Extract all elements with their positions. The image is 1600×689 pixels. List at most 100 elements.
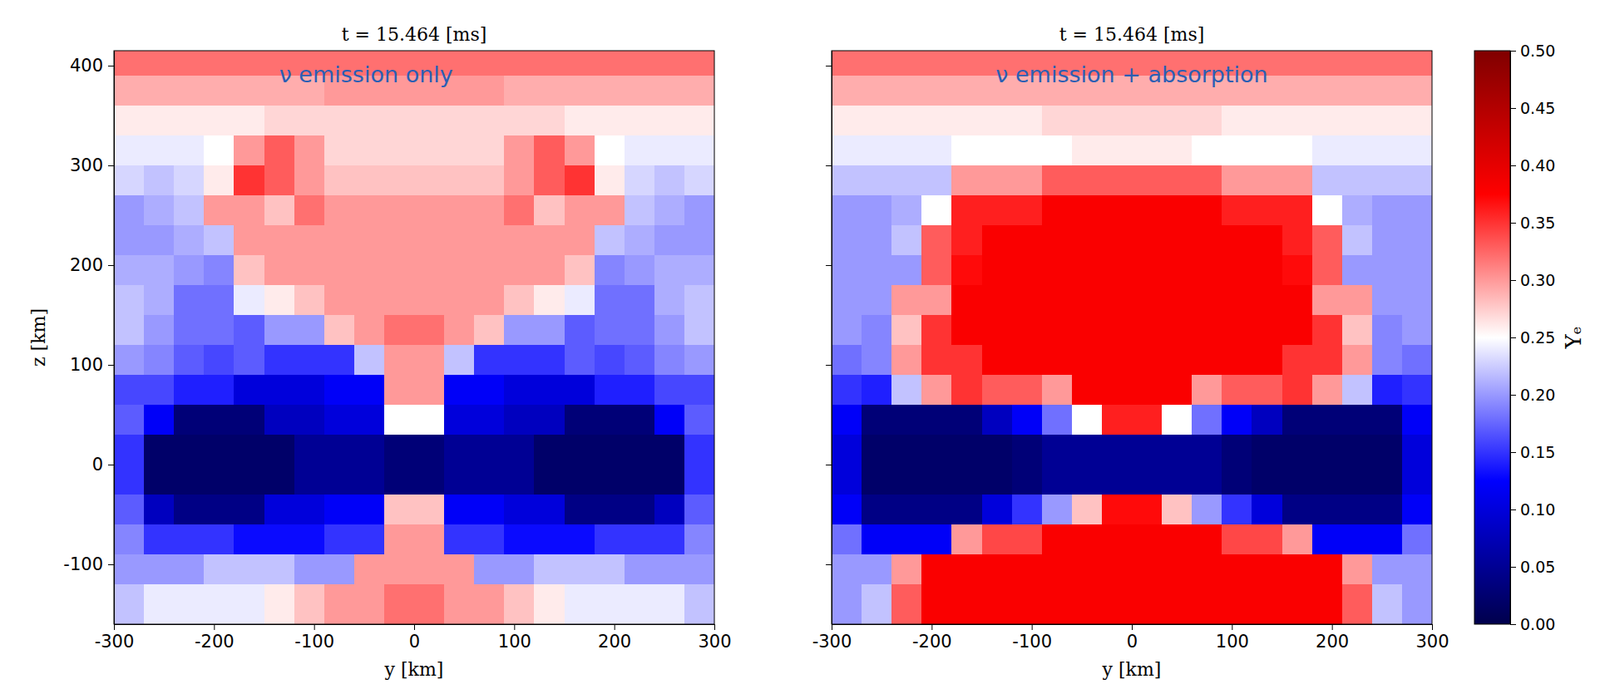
cell	[684, 375, 715, 406]
cell	[654, 524, 686, 556]
cell	[1342, 165, 1373, 197]
cell	[173, 225, 205, 257]
cell	[324, 225, 356, 257]
cell	[233, 285, 265, 317]
cell	[444, 614, 475, 625]
cell	[1071, 494, 1103, 526]
cell	[1101, 255, 1133, 287]
title: t = 15.464 [ms]	[1059, 24, 1205, 45]
cell	[1402, 75, 1433, 107]
cell	[444, 584, 475, 616]
cell	[861, 165, 893, 197]
cell	[684, 464, 715, 496]
cell	[564, 225, 596, 257]
cell	[1071, 524, 1103, 556]
cell	[203, 434, 235, 466]
cell	[654, 404, 686, 436]
cell	[861, 195, 893, 227]
cell	[1251, 404, 1283, 436]
cell	[474, 105, 505, 137]
cell	[1161, 285, 1193, 317]
cell	[684, 135, 715, 167]
tick	[825, 564, 832, 566]
cell	[474, 464, 505, 496]
cell	[1342, 195, 1373, 227]
cell	[654, 614, 686, 625]
cell	[533, 554, 565, 586]
cell	[533, 464, 565, 496]
tick-label: 0.15	[1520, 443, 1556, 462]
cell	[654, 165, 686, 197]
cell	[474, 75, 505, 107]
tick: 100	[1215, 624, 1250, 652]
cell	[1402, 105, 1433, 137]
cell	[294, 195, 326, 227]
cell	[384, 195, 415, 227]
cell	[594, 345, 626, 376]
cell	[533, 614, 565, 625]
tick-mark	[1510, 395, 1517, 396]
cell	[861, 225, 893, 257]
cell	[594, 494, 626, 526]
cell	[831, 494, 863, 526]
cell	[1131, 434, 1163, 466]
cell	[173, 404, 205, 436]
cell	[1012, 554, 1043, 586]
cell	[1402, 50, 1433, 77]
cell	[861, 315, 893, 346]
cell	[1071, 105, 1103, 137]
tick-mark	[1510, 567, 1517, 568]
cell	[654, 195, 686, 227]
cell	[503, 494, 535, 526]
cell	[1191, 554, 1223, 586]
cell	[1191, 584, 1223, 616]
cell	[264, 225, 296, 257]
cell	[294, 105, 326, 137]
cell	[684, 105, 715, 137]
cell	[1221, 285, 1253, 317]
cell	[1282, 195, 1314, 227]
cell	[831, 554, 863, 586]
cell	[533, 105, 565, 137]
tick-label: -100	[294, 632, 335, 652]
cell	[951, 375, 983, 406]
cell	[1221, 464, 1253, 496]
cell	[654, 255, 686, 287]
cell	[594, 554, 626, 586]
cell	[503, 584, 535, 616]
cell	[1282, 404, 1314, 436]
cell	[564, 614, 596, 625]
cell	[1221, 105, 1253, 137]
tick-mark	[113, 624, 115, 631]
cell	[414, 285, 445, 317]
cell	[684, 165, 715, 197]
cell	[1041, 494, 1073, 526]
cell	[1342, 285, 1373, 317]
cell	[1312, 524, 1344, 556]
tick-label: -300	[812, 632, 853, 652]
cell	[654, 434, 686, 466]
cell	[474, 225, 505, 257]
cell	[831, 524, 863, 556]
cell	[921, 614, 953, 625]
tick: 0.50	[1510, 41, 1556, 60]
tick-label: -300	[94, 632, 135, 652]
colorbar-scale	[1474, 50, 1511, 625]
cell	[173, 554, 205, 586]
cell	[1131, 105, 1163, 137]
cell	[203, 135, 235, 167]
cell	[831, 285, 863, 317]
cell	[1312, 195, 1344, 227]
cell	[684, 50, 715, 77]
cell	[354, 464, 386, 496]
cell	[324, 135, 356, 167]
cell	[173, 50, 205, 77]
cell	[233, 50, 265, 77]
cell	[564, 404, 596, 436]
cell	[1251, 464, 1283, 496]
cell	[831, 255, 863, 287]
cell	[1191, 165, 1223, 197]
cell	[951, 255, 983, 287]
cell	[982, 105, 1013, 137]
cell	[831, 584, 863, 616]
